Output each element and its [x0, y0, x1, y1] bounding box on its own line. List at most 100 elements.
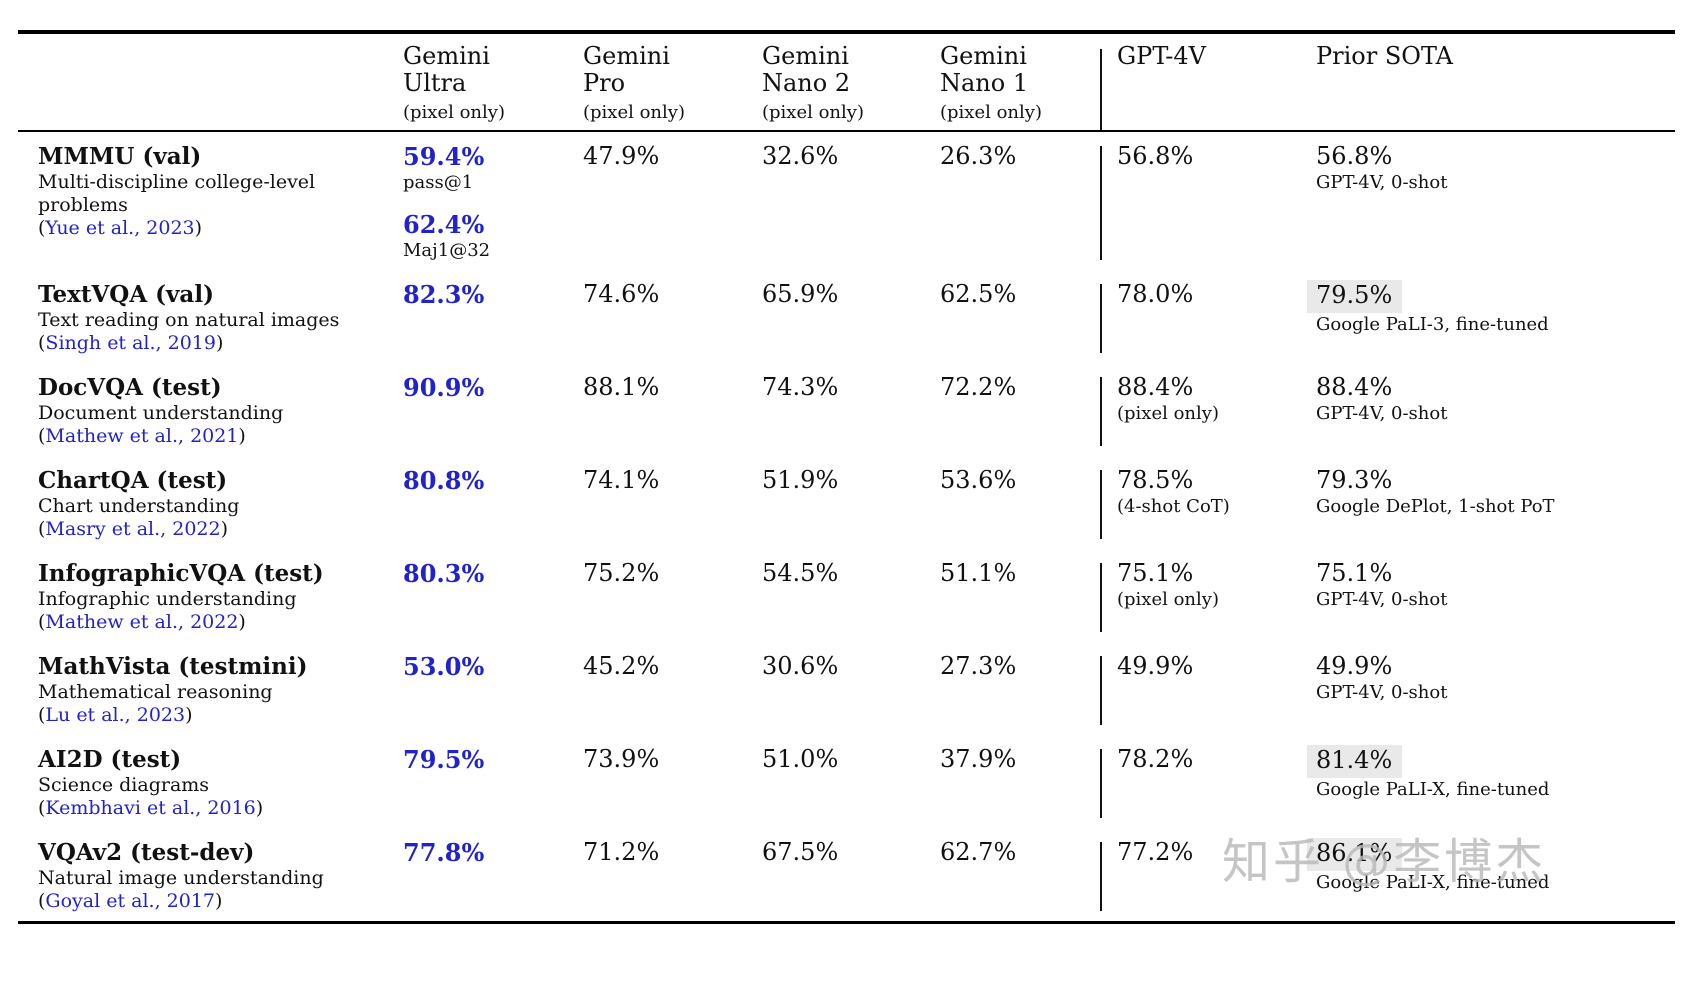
- benchmark-cell: TextVQA (val) Text reading on natural ima…: [18, 280, 403, 355]
- score-entry: 77.8%: [403, 838, 575, 867]
- score-value: 54.5%: [762, 559, 932, 588]
- column-header-benchmark: [18, 43, 403, 123]
- score-cell: 77.8%: [403, 838, 583, 913]
- score-text: 51.1%: [940, 559, 1017, 587]
- score-entry: 88.4% (pixel only): [1117, 373, 1290, 425]
- score-cell: 54.5%: [762, 559, 940, 634]
- score-entry: 62.5%: [940, 280, 1092, 309]
- column-header-label: Gemini Pro: [583, 42, 670, 97]
- score-note: Google PaLI-X, fine-tuned: [1316, 779, 1550, 800]
- benchmark-cell: InfographicVQA (test) Infographic underst…: [18, 559, 403, 634]
- score-cell: 74.3%: [762, 373, 940, 448]
- score-cell: 78.5% (4-shot CoT): [1100, 466, 1298, 541]
- citation-link[interactable]: Kembhavi et al., 2016: [45, 797, 256, 819]
- score-cell: 77.2%: [1100, 838, 1298, 913]
- score-entry: 75.2%: [583, 559, 754, 588]
- score-text: 79.3%: [1316, 466, 1393, 494]
- score-cell: 30.6%: [762, 652, 940, 727]
- benchmark-name: ChartQA (test): [38, 467, 228, 494]
- score-note: (pixel only): [1117, 403, 1219, 424]
- score-text: 77.8%: [403, 838, 485, 867]
- benchmark-name: DocVQA (test): [38, 374, 222, 401]
- score-cell: 79.5% Google PaLI-3, fine-tuned: [1298, 280, 1675, 355]
- score-value: 56.8%: [1117, 142, 1290, 171]
- table-row-textvqa-val: TextVQA (val) Text reading on natural ima…: [18, 270, 1675, 363]
- score-text: 88.4%: [1316, 373, 1393, 401]
- score-entry: 56.8%: [1117, 142, 1290, 171]
- score-entry: 59.4% pass@1: [403, 142, 575, 194]
- score-cell: 78.2%: [1100, 745, 1298, 820]
- score-text: 88.4%: [1117, 373, 1194, 401]
- score-entry: 79.5% Google PaLI-3, fine-tuned: [1307, 280, 1667, 336]
- score-text: 56.8%: [1316, 142, 1393, 170]
- citation-link[interactable]: Singh et al., 2019: [45, 332, 216, 354]
- score-text: 54.5%: [762, 559, 839, 587]
- score-value: 49.9%: [1316, 652, 1667, 681]
- score-entry: 88.4% GPT-4V, 0-shot: [1316, 373, 1667, 425]
- score-cell: 65.9%: [762, 280, 940, 355]
- score-value: 65.9%: [762, 280, 932, 309]
- score-cell: 82.3%: [403, 280, 583, 355]
- score-cell: 45.2%: [583, 652, 762, 727]
- column-header-gpt-4v: GPT-4V: [1100, 43, 1298, 130]
- highlighted-score: 79.5%: [1307, 280, 1403, 313]
- score-text: 59.4%: [403, 142, 485, 171]
- score-value: 79.3%: [1316, 466, 1667, 495]
- benchmark-name: TextVQA (val): [38, 281, 214, 308]
- benchmark-description: Text reading on natural images: [38, 309, 340, 331]
- score-entry: 74.3%: [762, 373, 932, 402]
- score-value: 27.3%: [940, 652, 1092, 681]
- benchmark-cell: AI2D (test) Science diagrams (Kembhavi et …: [18, 745, 403, 820]
- score-note: GPT-4V, 0-shot: [1316, 172, 1448, 193]
- score-text: 78.2%: [1117, 745, 1194, 773]
- citation-link[interactable]: Yue et al., 2023: [45, 217, 195, 239]
- benchmark-name: VQAv2 (test-dev): [38, 839, 255, 866]
- score-cell: 53.0%: [403, 652, 583, 727]
- score-text: 75.1%: [1316, 559, 1393, 587]
- score-entry: 74.6%: [583, 280, 754, 309]
- score-value: 45.2%: [583, 652, 754, 681]
- score-value: 86.1%: [1307, 838, 1667, 871]
- score-cell: 90.9%: [403, 373, 583, 448]
- score-text: 47.9%: [583, 142, 660, 170]
- citation-link[interactable]: Mathew et al., 2022: [45, 611, 239, 633]
- score-value: 49.9%: [1117, 652, 1290, 681]
- score-value: 53.6%: [940, 466, 1092, 495]
- benchmark-citation: (Singh et al., 2019): [38, 332, 224, 354]
- citation-link[interactable]: Lu et al., 2023: [45, 704, 186, 726]
- score-cell: 79.3% Google DePlot, 1-shot PoT: [1298, 466, 1675, 541]
- score-entry: 78.2%: [1117, 745, 1290, 774]
- score-entry: 45.2%: [583, 652, 754, 681]
- score-cell: 75.1% GPT-4V, 0-shot: [1298, 559, 1675, 634]
- score-entry: 30.6%: [762, 652, 932, 681]
- score-value: 53.0%: [403, 652, 575, 681]
- benchmark-description: Natural image understanding: [38, 867, 324, 889]
- score-cell: 26.3%: [940, 142, 1100, 262]
- score-text: 32.6%: [762, 142, 839, 170]
- score-text: 49.9%: [1316, 652, 1393, 680]
- score-entry: 79.3% Google DePlot, 1-shot PoT: [1316, 466, 1667, 518]
- score-value: 78.0%: [1117, 280, 1290, 309]
- score-entry: 62.7%: [940, 838, 1092, 867]
- score-value: 56.8%: [1316, 142, 1667, 171]
- score-entry: 65.9%: [762, 280, 932, 309]
- score-text: 90.9%: [403, 373, 485, 402]
- score-text: 62.5%: [940, 280, 1017, 308]
- citation-link[interactable]: Masry et al., 2022: [45, 518, 221, 540]
- benchmark-cell: DocVQA (test) Document understanding (Math…: [18, 373, 403, 448]
- column-header-label: Gemini Nano 2: [762, 42, 851, 97]
- highlighted-score: 86.1%: [1307, 838, 1403, 871]
- score-cell: 88.4% GPT-4V, 0-shot: [1298, 373, 1675, 448]
- citation-link[interactable]: Goyal et al., 2017: [45, 890, 216, 912]
- score-text: 67.5%: [762, 838, 839, 866]
- score-value: 47.9%: [583, 142, 754, 171]
- score-value: 51.0%: [762, 745, 932, 774]
- benchmark-name: MMMU (val): [38, 143, 202, 170]
- score-entry: 67.5%: [762, 838, 932, 867]
- score-entry: 90.9%: [403, 373, 575, 402]
- score-text: 62.4%: [403, 210, 485, 239]
- score-entry: 53.6%: [940, 466, 1092, 495]
- score-cell: 49.9%: [1100, 652, 1298, 727]
- citation-link[interactable]: Mathew et al., 2021: [45, 425, 239, 447]
- score-entry: 78.5% (4-shot CoT): [1117, 466, 1290, 518]
